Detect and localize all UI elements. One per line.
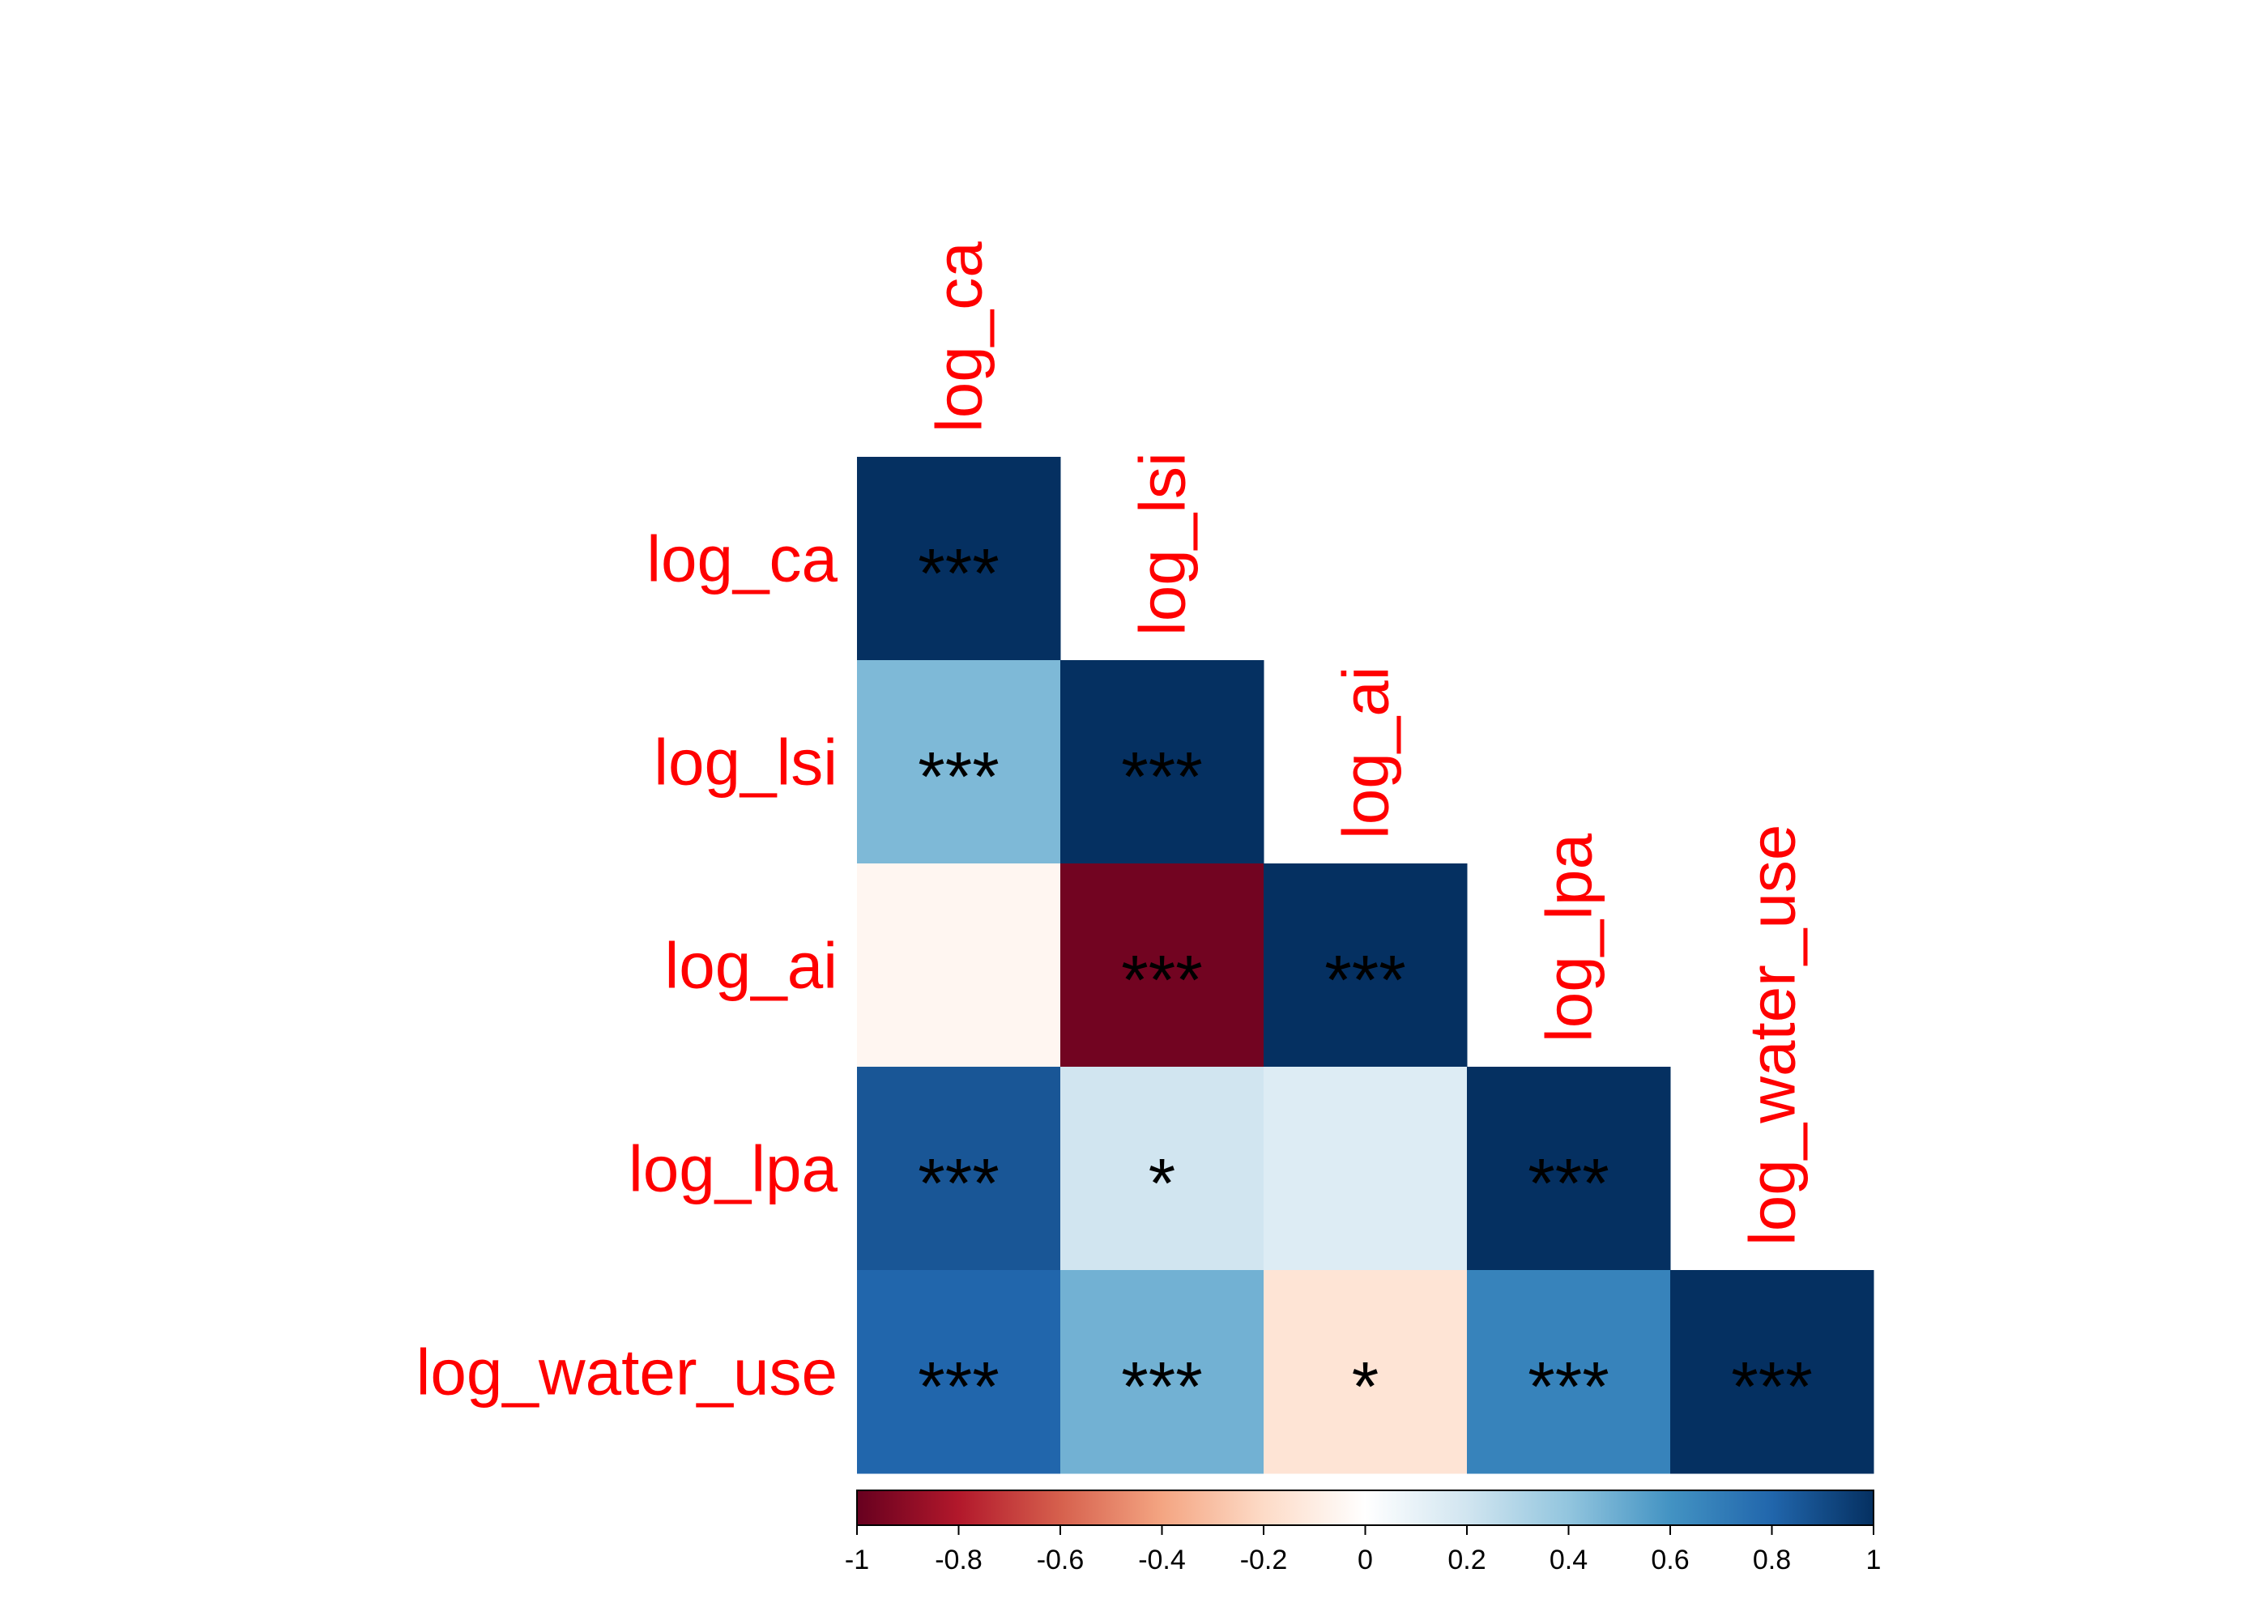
significance-label: ***	[1528, 1145, 1609, 1223]
column-label: log_ai	[1330, 666, 1402, 839]
heatmap-cell: ***	[1670, 1270, 1874, 1474]
heatmap-cells: ****** ****** ****** * ****** *** * *** ***	[857, 457, 1874, 1474]
colorbar-tick-label: 0.8	[1753, 1545, 1791, 1575]
heatmap-cell-rect	[1264, 863, 1468, 1068]
heatmap-cell-rect	[857, 1067, 1061, 1271]
heatmap-cell-rect	[1060, 863, 1264, 1068]
column-label: log_ca	[923, 241, 995, 433]
colorbar-tick-label: -0.2	[1240, 1545, 1288, 1575]
row-label: log_ca	[646, 523, 838, 595]
heatmap-cell-rect	[1264, 1270, 1468, 1474]
heatmap-cell-rect	[857, 660, 1061, 864]
colorbar-tick-label: 1	[1866, 1545, 1882, 1575]
heatmap-cell: ***	[857, 1270, 1061, 1474]
significance-label: ***	[918, 739, 999, 816]
row-label: log_lsi	[654, 727, 838, 799]
heatmap-cell-rect	[1060, 1270, 1264, 1474]
column-label: log_water_use	[1737, 825, 1809, 1246]
heatmap-cell: ***	[857, 457, 1061, 661]
significance-label: ***	[918, 1349, 999, 1426]
heatmap-cell-rect	[1467, 1067, 1671, 1271]
heatmap-cell-rect	[1264, 1067, 1468, 1271]
variable-labels: log_calog_calog_lsilog_lsilog_ailog_ailo…	[416, 241, 1809, 1409]
colorbar-tick-label: -0.4	[1138, 1545, 1186, 1575]
heatmap-cell: ***	[1467, 1270, 1671, 1474]
heatmap-cell-rect	[857, 457, 1061, 661]
heatmap-cell: ***	[857, 1067, 1061, 1271]
significance-label: ***	[1121, 739, 1202, 816]
colorbar-tick-label: 0	[1358, 1545, 1373, 1575]
heatmap-cell: *	[1264, 1270, 1468, 1474]
colorbar-tick-label: 0.2	[1447, 1545, 1486, 1575]
heatmap-cell: *	[1060, 1067, 1264, 1271]
significance-label: *	[1149, 1145, 1175, 1223]
significance-label: ***	[1731, 1349, 1812, 1426]
significance-label: ***	[918, 1145, 999, 1223]
significance-label: ***	[1121, 942, 1202, 1020]
heatmap-cell-rect	[1670, 1270, 1874, 1474]
heatmap-cell-rect	[857, 1270, 1061, 1474]
colorbar-gradient	[856, 1490, 1874, 1526]
heatmap-cell-rect	[1060, 660, 1264, 864]
heatmap-cell: ***	[1467, 1067, 1671, 1271]
row-label: log_water_use	[416, 1336, 838, 1409]
heatmap-cell-rect	[857, 863, 1061, 1068]
significance-label: ***	[1121, 1349, 1202, 1426]
colorbar: -1 -0.8 -0.6 -0.4 -0.2 0 0.2 0.4 0.6 0.8 1	[845, 1490, 1882, 1575]
heatmap-cell: ***	[1060, 863, 1264, 1068]
heatmap-cell	[1264, 1067, 1468, 1271]
significance-label: ***	[1324, 942, 1405, 1020]
significance-label: ***	[1528, 1349, 1609, 1426]
significance-label: *	[1352, 1349, 1379, 1426]
heatmap-cell-rect	[1467, 1270, 1671, 1474]
heatmap-cell: ***	[857, 660, 1061, 864]
column-label: log_lpa	[1533, 833, 1605, 1042]
heatmap-cell-rect	[1060, 1067, 1264, 1271]
colorbar-tick-label: 0.4	[1550, 1545, 1588, 1575]
significance-label: ***	[918, 535, 999, 613]
heatmap-cell: ***	[1060, 1270, 1264, 1474]
column-label: log_lsi	[1127, 452, 1199, 636]
heatmap-cell	[857, 863, 1061, 1068]
heatmap-cell: ***	[1060, 660, 1264, 864]
heatmap-cell: ***	[1264, 863, 1468, 1068]
row-label: log_ai	[664, 930, 838, 1002]
colorbar-tick-label: -0.8	[935, 1545, 983, 1575]
colorbar-tick-label: 0.6	[1651, 1545, 1689, 1575]
row-label: log_lpa	[629, 1133, 838, 1205]
colorbar-tick-label: -0.6	[1037, 1545, 1085, 1575]
colorbar-tick-label: -1	[845, 1545, 869, 1575]
